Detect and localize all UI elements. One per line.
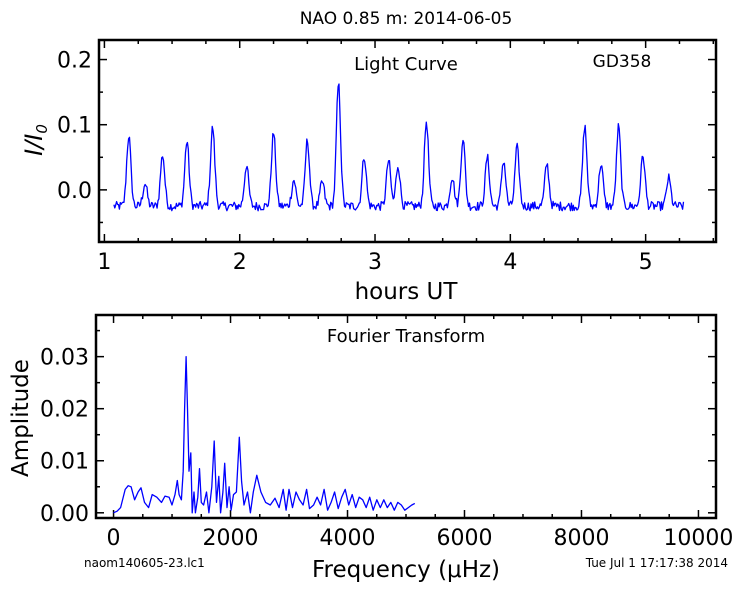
fourier-ytick-label: 0.00 <box>40 502 89 527</box>
fourier-xtick-label: 4000 <box>320 526 376 551</box>
fourier-title: Fourier Transform <box>327 326 485 347</box>
light-curve-line <box>113 83 685 212</box>
footer-filename: naom140605-23.lc1 <box>84 556 205 570</box>
fourier-xlabel: Frequency (μHz) <box>312 557 500 583</box>
fourier-xtick-label: 2000 <box>203 526 259 551</box>
light-curve-xtick-label: 5 <box>639 250 653 275</box>
star-label: GD358 <box>593 52 652 72</box>
figure-title: NAO 0.85 m: 2014-06-05 <box>300 9 513 29</box>
light-curve-xtick-label: 1 <box>97 250 111 275</box>
light-curve-ytick-label: 0.1 <box>57 114 92 139</box>
fourier-ytick-label: 0.01 <box>40 450 89 475</box>
fourier-ylabel: Amplitude <box>8 359 34 477</box>
light-curve-panel: Light Curve GD358 hours UT I/I0 1 2 3 4 5 0.0… <box>20 38 718 305</box>
fourier-xtick-label: 6000 <box>436 526 492 551</box>
fourier-xtick-label: 8000 <box>553 526 609 551</box>
fourier-xtick-label: 10000 <box>663 526 733 551</box>
light-curve-xlabel: hours UT <box>355 279 459 305</box>
fourier-ytick-label: 0.02 <box>40 398 89 423</box>
light-curve-plot-frame <box>97 38 718 244</box>
fourier-amplitude-line <box>113 355 416 514</box>
light-curve-title: Light Curve <box>354 54 458 75</box>
fourier-ytick-label: 0.03 <box>40 346 89 371</box>
light-curve-ytick-label: 0.2 <box>57 49 92 74</box>
light-curve-xtick-label: 2 <box>233 250 247 275</box>
fourier-panel: Fourier Transform Frequency (μHz) Amplit… <box>8 313 733 583</box>
fourier-xtick-label: 0 <box>107 526 121 551</box>
light-curve-xtick-label: 3 <box>368 250 382 275</box>
light-curve-ylabel: I/I0 <box>20 124 51 156</box>
light-curve-xtick-label: 4 <box>503 250 517 275</box>
footer-timestamp: Tue Jul 1 17:17:38 2014 <box>585 556 728 570</box>
light-curve-ytick-label: 0.0 <box>57 179 92 204</box>
